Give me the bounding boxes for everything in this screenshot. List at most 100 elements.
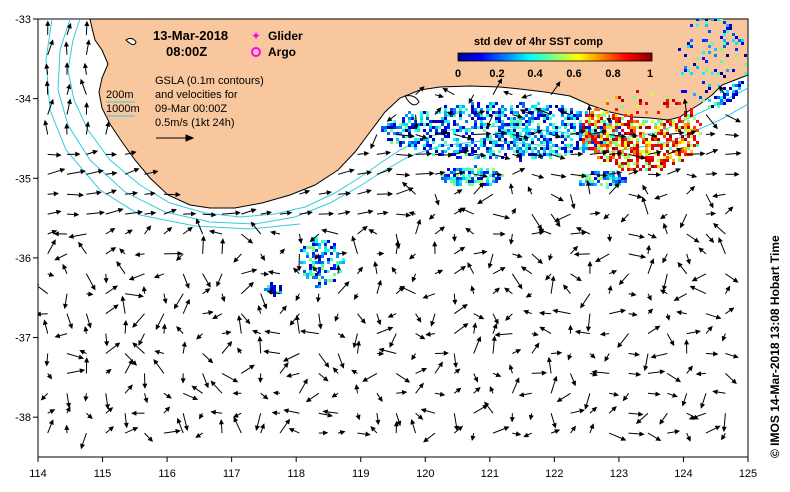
sst-pixel [528,132,531,135]
sst-pixel [600,183,603,186]
velocity-arrowhead [567,354,573,361]
sst-pixel [582,138,585,141]
sst-pixel [504,153,507,156]
sst-pixel [630,132,633,135]
velocity-arrowhead [556,350,563,356]
sst-pixel [621,150,624,153]
velocity-arrowhead [503,90,509,96]
sst-pixel [504,132,507,135]
velocity-arrowhead [349,168,355,174]
sst-pixel [618,126,621,129]
sst-pixel [678,120,681,123]
sst-pixel [456,168,459,171]
sst-pixel [642,123,645,126]
sst-pixel [576,147,579,150]
velocity-arrowhead [175,428,181,434]
velocity-arrowhead [368,229,375,235]
velocity-arrowhead [607,285,613,291]
velocity-arrowhead [621,133,627,139]
velocity-arrowhead [536,129,543,135]
sst-pixel [720,99,723,102]
velocity-arrowhead [686,258,691,265]
sst-pixel [588,126,591,129]
sst-pixel [555,150,558,153]
sst-pixel [453,171,456,174]
sst-pixel [501,126,504,129]
sst-pixel [333,246,336,249]
sst-pixel [657,129,660,132]
sst-pixel [633,168,636,171]
velocity-arrowhead [46,373,53,380]
velocity-arrowhead [111,170,118,176]
velocity-arrowhead [539,310,545,316]
velocity-arrowhead [123,319,129,326]
sst-pixel [690,114,693,117]
sst-pixel [678,129,681,132]
sst-pixel [639,123,642,126]
sst-pixel [483,156,486,159]
sst-pixel [498,126,501,129]
sst-pixel [603,123,606,126]
sst-pixel [621,129,624,132]
velocity-arrowhead [108,426,114,432]
velocity-arrowhead [216,281,221,287]
colorbar-tick: 0 [455,68,461,80]
sst-pixel [501,144,504,147]
sst-pixel [594,138,597,141]
sst-pixel [597,114,600,117]
velocity-arrowhead [693,237,700,243]
velocity-arrowhead [235,210,241,216]
sst-pixel [729,99,732,102]
velocity-arrowhead [181,341,187,347]
sst-pixel [456,177,459,180]
sst-pixel [624,138,627,141]
velocity-arrowhead [710,211,717,217]
velocity-arrowhead [44,63,50,69]
velocity-arrowhead [83,325,89,332]
sst-pixel [495,117,498,120]
velocity-arrowhead [453,362,459,369]
sst-pixel [621,117,624,120]
sst-pixel [489,114,492,117]
velocity-arrowhead [517,283,523,290]
sst-pixel [567,129,570,132]
sst-pixel [477,171,480,174]
sst-pixel [477,105,480,108]
sst-pixel [459,156,462,159]
velocity-arrowhead [554,429,561,434]
velocity-arrowhead [66,83,72,90]
velocity-arrowhead [446,111,453,117]
velocity-arrowhead [138,293,144,299]
sst-pixel [303,246,306,249]
sst-pixel [687,42,690,45]
sst-pixel [555,144,558,147]
sst-pixel [723,96,726,99]
sst-pixel [561,108,564,111]
lon-tick-label: 125 [739,468,757,480]
argo-marker-icon [251,47,261,57]
sst-pixel [516,126,519,129]
sst-pixel [387,123,390,126]
sst-pixel [315,276,318,279]
sst-pixel [318,267,321,270]
velocity-arrowhead [452,299,458,306]
sst-pixel [618,96,621,99]
velocity-arrowhead [411,276,417,283]
sst-pixel [480,138,483,141]
sst-pixel [618,123,621,126]
sst-pixel [420,120,423,123]
sst-pixel [639,99,642,102]
sst-pixel [603,114,606,117]
sst-pixel [561,135,564,138]
velocity-arrowhead [426,151,433,157]
sst-pixel [591,141,594,144]
velocity-arrowhead [220,296,226,303]
sst-pixel [531,141,534,144]
sst-pixel [318,270,321,273]
sst-pixel [417,138,420,141]
sst-pixel [498,120,501,123]
sst-pixel [594,171,597,174]
sst-pixel [588,123,591,126]
sst-pixel [438,111,441,114]
sst-pixel [501,123,504,126]
